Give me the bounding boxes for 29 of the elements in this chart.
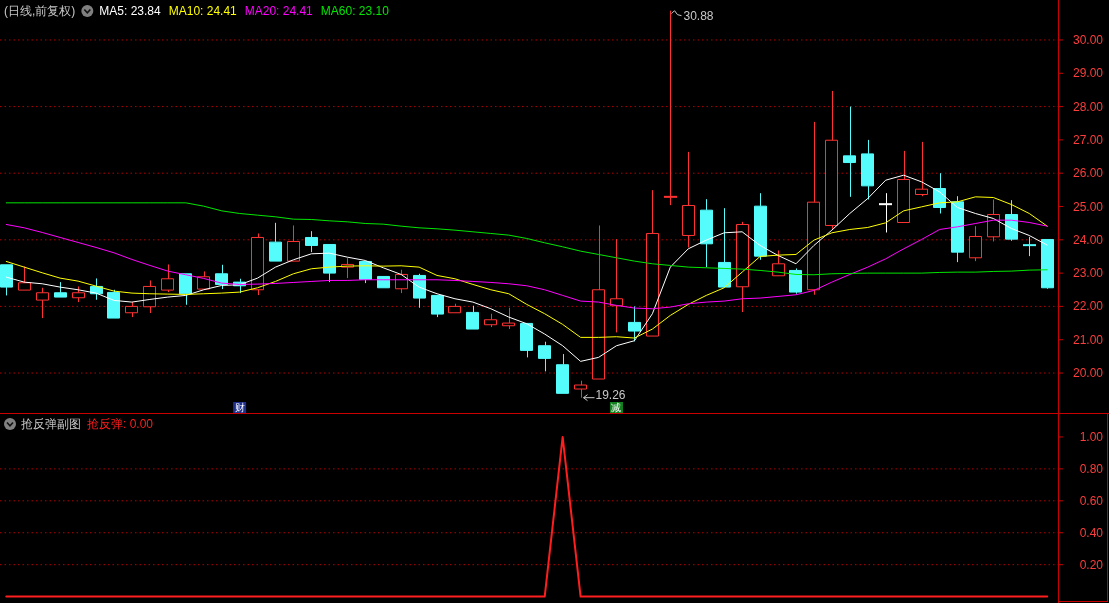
note-high: 30.88 — [671, 8, 714, 23]
text: 抢反弹: 0.00 — [87, 417, 154, 431]
tag: 财 — [233, 402, 247, 413]
text: MA60: 23.10 — [320, 4, 390, 18]
y-tick-label: 23.00 — [1072, 266, 1104, 281]
y-tick-label: 24.00 — [1072, 232, 1104, 247]
y-tick-label: 0.40 — [1079, 525, 1104, 540]
y-tick-label: 0.20 — [1079, 557, 1104, 572]
text: MA20: 24.41 — [244, 4, 314, 18]
y-tick-label: 0.60 — [1079, 493, 1104, 508]
text: MA5: 23.84 — [99, 4, 162, 18]
chart-title: 抢反弹副图 — [21, 417, 81, 431]
y-tick-label: 27.00 — [1072, 132, 1104, 147]
y-tick-label: 28.00 — [1072, 99, 1104, 114]
text: MA10: 24.41 — [168, 4, 238, 18]
annotation: 30.88 — [683, 8, 714, 23]
note-low: 19.26 — [583, 387, 626, 402]
y-tick-label: 1.00 — [1079, 429, 1104, 444]
y-tick-label: 21.00 — [1072, 332, 1104, 347]
tag: 减 — [610, 402, 623, 413]
y-tick-label: 22.00 — [1072, 299, 1104, 314]
chart-title: (日线,前复权) — [4, 4, 76, 18]
y-tick-label: 30.00 — [1072, 32, 1104, 47]
annotation: 19.26 — [595, 387, 626, 402]
y-tick-label: 25.00 — [1072, 199, 1104, 214]
y-tick-label: 29.00 — [1072, 66, 1104, 81]
y-tick-label: 20.00 — [1072, 366, 1104, 381]
y-tick-label: 0.80 — [1079, 461, 1104, 476]
y-tick-label: 26.00 — [1072, 166, 1104, 181]
